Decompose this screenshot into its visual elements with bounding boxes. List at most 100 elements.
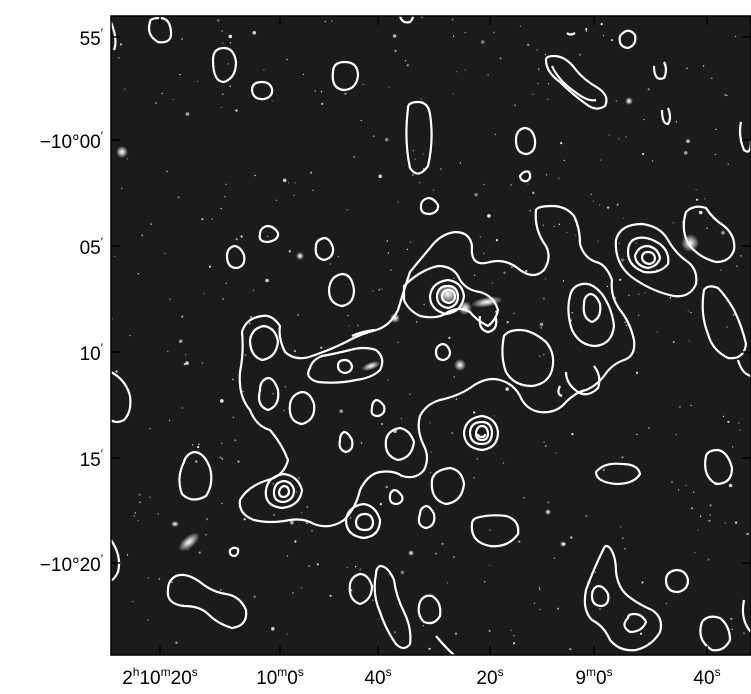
star (348, 325, 350, 327)
star (547, 83, 550, 85)
star (491, 282, 494, 284)
star (344, 92, 347, 95)
star (316, 563, 319, 566)
star (546, 98, 549, 101)
star (527, 43, 530, 47)
contour (468, 420, 494, 446)
x-tick-label: 9m0s (575, 665, 612, 689)
y-tick-label: 15′ (80, 447, 104, 471)
star (690, 404, 692, 407)
star (235, 109, 238, 112)
bright-star (408, 550, 414, 556)
star (539, 608, 541, 611)
star (155, 102, 157, 104)
star (287, 182, 290, 184)
star (337, 255, 340, 258)
star (294, 182, 296, 184)
star (320, 90, 323, 93)
contour (741, 599, 751, 633)
contour (314, 236, 335, 262)
star (453, 376, 455, 378)
galaxy (171, 521, 179, 527)
star (203, 292, 205, 295)
star (489, 529, 491, 531)
star (622, 537, 624, 539)
contour (440, 288, 457, 305)
star (555, 452, 557, 454)
star (488, 564, 491, 567)
star (562, 280, 565, 282)
bright-star (625, 97, 633, 105)
star (730, 617, 733, 620)
x-axis: 2h10m20s 10m0s 40s 20s 9m0s 40s (122, 16, 721, 689)
contour (660, 107, 672, 126)
star (221, 442, 223, 444)
star (321, 102, 324, 105)
star (641, 581, 644, 584)
contour (614, 222, 698, 298)
star (293, 350, 296, 353)
star (704, 198, 706, 200)
bright-sources (116, 97, 699, 556)
star (533, 602, 536, 604)
x-tick-label: 40s (693, 665, 720, 689)
contour (704, 448, 734, 486)
star (686, 67, 688, 70)
star (220, 399, 224, 403)
star (129, 334, 131, 337)
contour (307, 346, 384, 384)
star (244, 353, 247, 356)
star (553, 557, 555, 559)
x-tick-label: 20s (476, 665, 503, 689)
star (607, 206, 610, 209)
star (126, 158, 129, 160)
contour (462, 414, 500, 452)
star (265, 278, 269, 283)
contour (338, 430, 354, 454)
star (709, 514, 711, 516)
contour (388, 488, 404, 506)
star (615, 100, 617, 102)
star (263, 69, 265, 71)
star (539, 322, 544, 327)
star (211, 218, 213, 220)
contour (111, 539, 121, 582)
star (724, 522, 726, 524)
star (381, 288, 383, 290)
star (511, 266, 513, 268)
contour (264, 472, 304, 510)
star (622, 217, 625, 219)
star (175, 641, 178, 644)
star (518, 540, 521, 543)
x-tick-label: 2h10m20s (122, 665, 198, 689)
star (484, 581, 486, 583)
contour (550, 65, 597, 102)
star (249, 323, 251, 325)
star (150, 223, 152, 225)
star (229, 85, 231, 87)
star (378, 288, 381, 291)
star (635, 242, 637, 244)
star (690, 507, 694, 510)
star (353, 155, 356, 158)
star (137, 519, 139, 522)
star (624, 321, 626, 323)
star (746, 532, 749, 536)
star (618, 138, 620, 140)
star (422, 153, 425, 155)
contour (228, 546, 240, 558)
star (448, 336, 451, 339)
contour (327, 272, 356, 308)
star (300, 587, 303, 589)
star (311, 530, 313, 532)
bright-star (560, 541, 566, 547)
star (132, 600, 134, 603)
star (147, 619, 149, 621)
star (406, 248, 408, 251)
bright-star (454, 359, 466, 371)
star (232, 378, 234, 381)
contour (277, 484, 291, 499)
star (220, 589, 222, 591)
star (196, 80, 199, 83)
star (546, 174, 548, 176)
